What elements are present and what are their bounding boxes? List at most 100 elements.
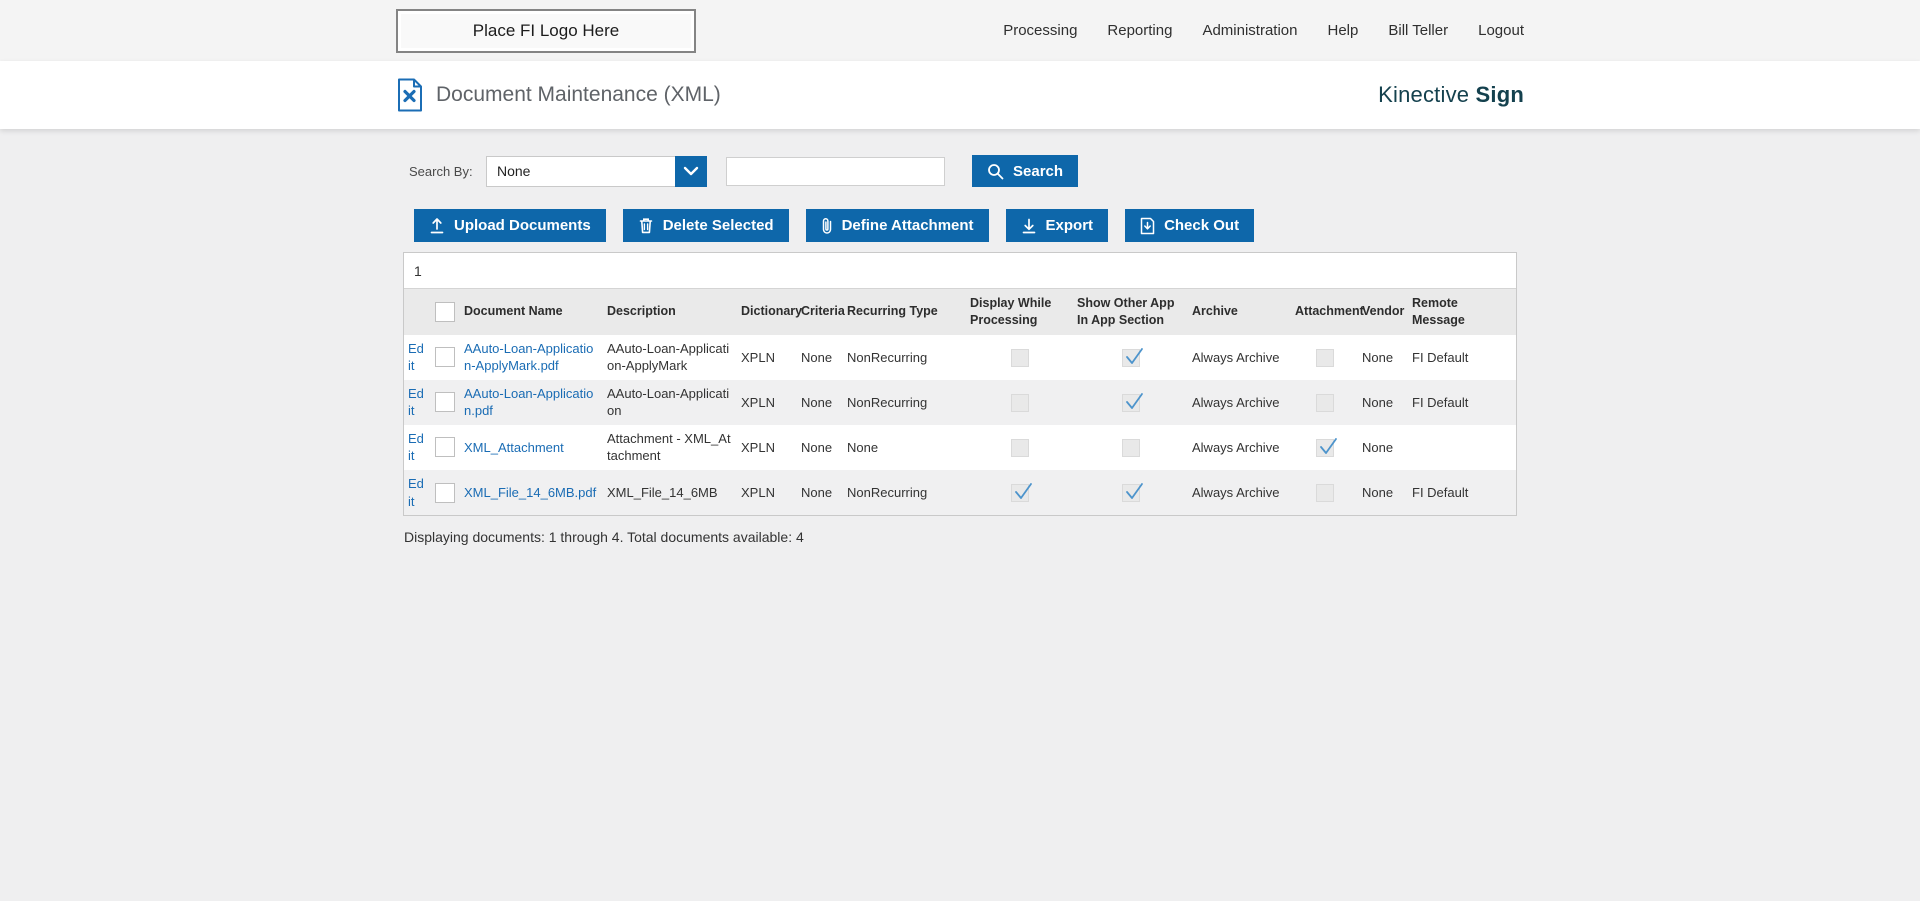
upload-documents-button[interactable]: Upload Documents: [414, 209, 606, 242]
xml-document-icon: [396, 78, 424, 112]
archive-cell: Always Archive: [1192, 439, 1280, 455]
top-bar: Place FI Logo Here Processing Reporting …: [0, 0, 1920, 61]
col-description: Description: [607, 304, 676, 319]
upload-documents-label: Upload Documents: [454, 217, 591, 234]
documents-table-container: 1 Document Name Description: [403, 252, 1517, 517]
vendor-cell: None: [1362, 349, 1394, 365]
table-body: Edit AAuto-Loan-Application-ApplyMark.pd…: [404, 334, 1516, 516]
document-name-link[interactable]: XML_Attachment: [464, 439, 564, 455]
attachment-checkbox: [1315, 483, 1334, 502]
download-icon: [1021, 217, 1037, 234]
description-cell: XML_File_14_6MB: [607, 484, 718, 500]
table-footer-summary: Displaying documents: 1 through 4. Total…: [404, 529, 804, 546]
remote-message-cell: [1408, 425, 1516, 470]
col-attachment: Attachment: [1295, 304, 1364, 319]
search-input[interactable]: [726, 156, 945, 186]
dictionary-cell: XPLN: [741, 484, 775, 500]
recurring-type-cell: NonRecurring: [847, 484, 928, 500]
define-attachment-button[interactable]: Define Attachment: [805, 209, 989, 242]
show-other-app-checkbox: [1121, 482, 1143, 502]
export-button[interactable]: Export: [1005, 209, 1109, 242]
documents-table: Document Name Description Dictionary Cri…: [404, 289, 1516, 516]
row-select-checkbox[interactable]: [435, 392, 455, 413]
col-document-name: Document Name: [464, 304, 563, 319]
remote-message-cell: FI Default: [1412, 394, 1469, 410]
delete-selected-label: Delete Selected: [662, 217, 774, 234]
vendor-cell: None: [1362, 484, 1394, 500]
fi-logo-text: Place FI Logo Here: [472, 20, 620, 40]
nav-item-processing[interactable]: Processing: [1003, 22, 1078, 39]
col-show-other-app: Show Other App In App Section: [1077, 296, 1175, 327]
nav-item-reporting[interactable]: Reporting: [1107, 22, 1173, 39]
nav-item-logout[interactable]: Logout: [1478, 22, 1524, 39]
document-name-link[interactable]: AAuto-Loan-Application.pdf: [464, 385, 594, 419]
page-number[interactable]: 1: [414, 262, 422, 279]
show-other-app-checkbox: [1121, 347, 1143, 367]
table-header: Document Name Description Dictionary Cri…: [404, 289, 1516, 335]
checkmark-icon: [1122, 389, 1147, 419]
search-button-label: Search: [1013, 162, 1064, 180]
export-label: Export: [1045, 217, 1094, 234]
remote-message-cell: FI Default: [1412, 349, 1469, 365]
table-row: Edit XML_Attachment Attachment - XML_Att…: [404, 424, 1516, 471]
check-out-button[interactable]: Check Out: [1125, 209, 1255, 242]
checkmark-icon: [1316, 434, 1341, 464]
archive-cell: Always Archive: [1192, 484, 1280, 500]
define-attachment-label: Define Attachment: [841, 217, 974, 234]
col-recurring-type: Recurring Type: [847, 304, 938, 319]
attachment-checkbox: [1315, 437, 1337, 457]
pagination-bar: 1: [404, 253, 1516, 289]
nav-item-administration[interactable]: Administration: [1202, 22, 1298, 39]
row-select-checkbox[interactable]: [435, 437, 455, 458]
recurring-type-cell: None: [847, 439, 879, 455]
display-while-processing-checkbox: [1010, 438, 1029, 457]
row-select-checkbox[interactable]: [435, 482, 455, 503]
trash-icon: [638, 217, 654, 234]
edit-link[interactable]: Edit: [408, 430, 424, 464]
edit-link[interactable]: Edit: [408, 340, 424, 374]
archive-cell: Always Archive: [1192, 394, 1280, 410]
paperclip-icon: [821, 217, 833, 235]
col-display-while-processing: Display While Processing: [970, 296, 1052, 327]
upload-icon: [429, 217, 445, 234]
search-button[interactable]: Search: [972, 155, 1079, 187]
check-out-label: Check Out: [1164, 217, 1240, 234]
search-by-label: Search By:: [409, 163, 473, 179]
display-while-processing-checkbox: [1010, 348, 1029, 367]
checkmark-icon: [1011, 479, 1036, 509]
description-cell: AAuto-Loan-Application-ApplyMark: [607, 340, 730, 374]
select-all-checkbox[interactable]: [435, 301, 455, 322]
document-download-icon: [1140, 217, 1155, 235]
col-criteria: Criteria: [801, 304, 845, 319]
description-cell: AAuto-Loan-Application: [607, 385, 730, 419]
dictionary-cell: XPLN: [741, 439, 775, 455]
table-header-row: Document Name Description Dictionary Cri…: [404, 289, 1516, 335]
fi-logo-placeholder: Place FI Logo Here: [396, 8, 696, 53]
brand-suffix: Sign: [1475, 82, 1524, 107]
dictionary-cell: XPLN: [741, 394, 775, 410]
checkmark-icon: [1122, 479, 1147, 509]
nav-item-bill-teller[interactable]: Bill Teller: [1388, 22, 1449, 39]
remote-message-cell: FI Default: [1412, 484, 1469, 500]
checkmark-icon: [1122, 344, 1147, 374]
document-name-link[interactable]: AAuto-Loan-Application-ApplyMark.pdf: [464, 340, 594, 374]
row-select-checkbox[interactable]: [435, 347, 455, 368]
document-name-link[interactable]: XML_File_14_6MB.pdf: [464, 484, 597, 500]
attachment-checkbox: [1315, 348, 1334, 367]
criteria-cell: None: [801, 439, 833, 455]
edit-column-header: [404, 289, 430, 335]
search-by-dropdown[interactable]: None: [486, 155, 707, 187]
edit-link[interactable]: Edit: [408, 476, 424, 509]
delete-selected-button[interactable]: Delete Selected: [622, 209, 789, 242]
edit-link[interactable]: Edit: [408, 385, 424, 419]
brand-logo: Kinective Sign: [1378, 82, 1524, 108]
criteria-cell: None: [801, 394, 833, 410]
search-row: Search By: None Search: [409, 155, 1517, 187]
table-row: Edit AAuto-Loan-Application.pdf AAuto-Lo…: [404, 379, 1516, 425]
criteria-cell: None: [801, 349, 833, 365]
nav-item-help[interactable]: Help: [1327, 22, 1359, 39]
chevron-down-icon[interactable]: [675, 155, 707, 187]
col-dictionary: Dictionary: [741, 304, 803, 319]
search-by-selected-value: None: [497, 163, 531, 179]
recurring-type-cell: NonRecurring: [847, 394, 928, 410]
